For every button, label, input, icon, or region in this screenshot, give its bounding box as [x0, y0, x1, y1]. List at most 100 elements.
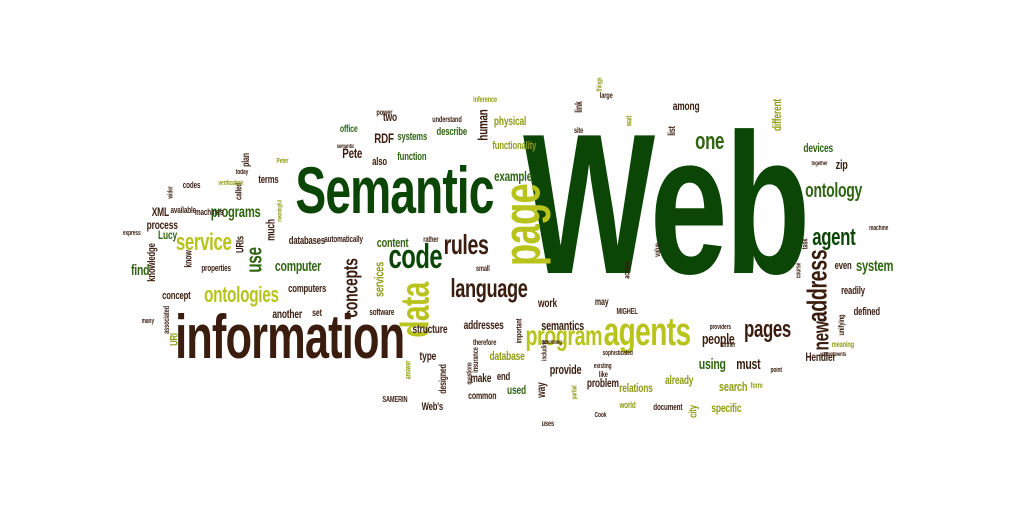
- cloud-word: make: [470, 371, 492, 385]
- cloud-word: RDF: [374, 130, 394, 146]
- cloud-word: together: [811, 161, 829, 167]
- cloud-word: inference: [473, 95, 497, 104]
- cloud-word: another: [272, 307, 302, 321]
- cloud-word: like: [598, 370, 608, 379]
- cloud-word: describe: [436, 125, 468, 138]
- cloud-word: including: [541, 339, 549, 361]
- cloud-word: programs: [211, 204, 261, 221]
- cloud-word: specific: [711, 401, 741, 415]
- cloud-word: wider: [167, 185, 175, 199]
- cloud-word: databases: [288, 234, 326, 247]
- cloud-word: also: [372, 155, 388, 168]
- cloud-word: meaning: [831, 340, 855, 349]
- cloud-word: course: [795, 262, 803, 278]
- cloud-word: Pete: [342, 145, 362, 161]
- cloud-word: codes: [183, 179, 201, 190]
- cloud-word: describing: [541, 340, 563, 346]
- cloud-word: page: [494, 183, 552, 267]
- cloud-word: today: [235, 168, 249, 176]
- cloud-word: computer: [274, 257, 322, 275]
- cloud-word: one: [695, 128, 725, 155]
- cloud-word: program: [525, 320, 603, 351]
- cloud-word: automatically: [324, 233, 364, 244]
- cloud-word: know: [182, 250, 194, 268]
- cloud-word: small: [476, 264, 490, 273]
- cloud-word: express: [123, 229, 141, 237]
- cloud-word: MIGHEL: [616, 307, 638, 316]
- cloud-word: using: [698, 355, 726, 373]
- cloud-word: link: [574, 101, 585, 113]
- cloud-word: system: [856, 258, 894, 275]
- cloud-word: relations: [619, 381, 653, 395]
- cloud-word: Hendler: [804, 350, 836, 364]
- cloud-word: existing: [594, 362, 612, 370]
- cloud-word: form: [750, 381, 763, 390]
- cloud-word: human: [474, 109, 490, 141]
- cloud-word: properties: [201, 262, 231, 273]
- cloud-word: code: [388, 238, 442, 276]
- cloud-word: associated: [161, 306, 171, 334]
- cloud-word: Web's: [421, 400, 443, 413]
- cloud-word: may: [595, 297, 609, 308]
- cloud-word: structure: [412, 322, 448, 336]
- cloud-word: used: [507, 383, 527, 397]
- cloud-word: concepts: [339, 258, 362, 318]
- cloud-word: zip: [835, 156, 849, 172]
- cloud-word: defined: [853, 305, 881, 318]
- cloud-word: uses: [541, 419, 555, 428]
- cloud-word: address: [801, 249, 833, 323]
- cloud-word: Web: [522, 93, 810, 316]
- cloud-word: addresses: [463, 318, 505, 332]
- cloud-word: terms: [257, 173, 279, 186]
- cloud-word: world: [619, 399, 637, 410]
- cloud-word: service: [176, 229, 232, 256]
- cloud-word: machine: [869, 224, 889, 232]
- cloud-word: two: [383, 110, 397, 124]
- cloud-word: understand: [432, 115, 462, 124]
- cloud-word: type: [419, 349, 437, 363]
- cloud-word: office: [340, 124, 358, 135]
- cloud-word: functionality: [492, 139, 536, 152]
- cloud-word: questions: [466, 361, 474, 385]
- cloud-word: value: [652, 243, 662, 257]
- cloud-word: large: [599, 91, 613, 100]
- cloud-word: agent: [812, 224, 856, 251]
- cloud-word: problem: [587, 376, 619, 390]
- cloud-word: point: [770, 366, 782, 374]
- cloud-word: designed: [437, 364, 449, 394]
- cloud-word: content: [377, 234, 409, 250]
- cloud-word: important: [514, 318, 524, 344]
- cloud-word: software: [369, 306, 395, 317]
- cloud-word: plan: [240, 153, 252, 167]
- cloud-word: new: [809, 321, 834, 351]
- cloud-word: set: [312, 308, 322, 319]
- cloud-word: concept: [161, 289, 191, 302]
- cloud-word: further: [720, 341, 736, 349]
- cloud-word: task: [801, 238, 810, 250]
- cloud-word: ontologies: [203, 282, 279, 307]
- cloud-word: city: [687, 404, 700, 418]
- cloud-word: function: [397, 150, 427, 163]
- cloud-word: Cook: [594, 411, 606, 419]
- cloud-word: different: [770, 98, 784, 132]
- cloud-word: document: [653, 401, 683, 412]
- cloud-word: people: [701, 330, 735, 348]
- cloud-word: things: [596, 76, 604, 92]
- cloud-word: rather: [423, 235, 439, 244]
- cloud-word: available: [170, 204, 196, 215]
- cloud-word: meaningful: [277, 200, 283, 222]
- cloud-word: list: [667, 126, 678, 136]
- cloud-word: language: [450, 273, 528, 303]
- cloud-word: rules: [443, 229, 489, 260]
- cloud-word: services: [371, 261, 387, 297]
- cloud-word: sophisticated: [602, 349, 634, 357]
- cloud-word: provide: [550, 361, 582, 377]
- cloud-word: semantic: [337, 144, 355, 150]
- cloud-word: many: [141, 317, 155, 325]
- cloud-word: agents: [603, 310, 691, 354]
- cloud-word: appointments: [819, 352, 847, 358]
- cloud-word: SAMERIN: [382, 395, 408, 404]
- cloud-word: answer: [403, 360, 412, 380]
- cloud-word: wait: [623, 115, 633, 127]
- cloud-word: site: [574, 126, 584, 135]
